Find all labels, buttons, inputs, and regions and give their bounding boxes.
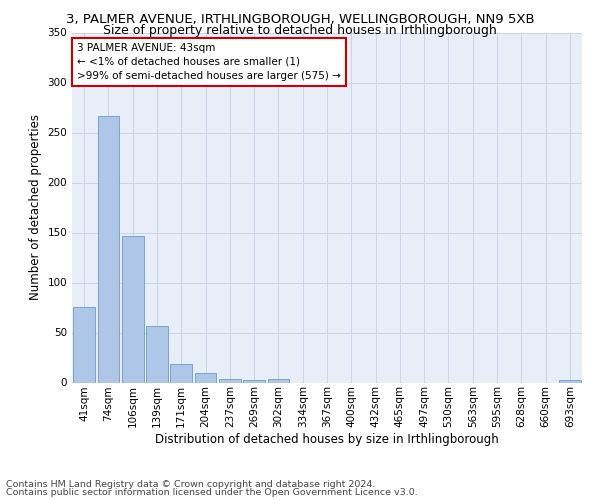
Bar <box>122 236 143 382</box>
Bar <box>559 380 581 382</box>
Text: Contains HM Land Registry data © Crown copyright and database right 2024.: Contains HM Land Registry data © Crown c… <box>6 480 376 489</box>
Bar <box>243 380 265 382</box>
Text: 3 PALMER AVENUE: 43sqm
← <1% of detached houses are smaller (1)
>99% of semi-det: 3 PALMER AVENUE: 43sqm ← <1% of detached… <box>77 43 341 81</box>
Bar <box>170 364 192 382</box>
Bar <box>219 378 241 382</box>
Text: Size of property relative to detached houses in Irthlingborough: Size of property relative to detached ho… <box>103 24 497 37</box>
Y-axis label: Number of detached properties: Number of detached properties <box>29 114 42 300</box>
Bar <box>97 116 119 382</box>
Text: Contains public sector information licensed under the Open Government Licence v3: Contains public sector information licen… <box>6 488 418 497</box>
X-axis label: Distribution of detached houses by size in Irthlingborough: Distribution of detached houses by size … <box>155 433 499 446</box>
Text: 3, PALMER AVENUE, IRTHLINGBOROUGH, WELLINGBOROUGH, NN9 5XB: 3, PALMER AVENUE, IRTHLINGBOROUGH, WELLI… <box>65 12 535 26</box>
Bar <box>194 372 217 382</box>
Bar <box>73 306 95 382</box>
Bar <box>146 326 168 382</box>
Bar <box>268 378 289 382</box>
